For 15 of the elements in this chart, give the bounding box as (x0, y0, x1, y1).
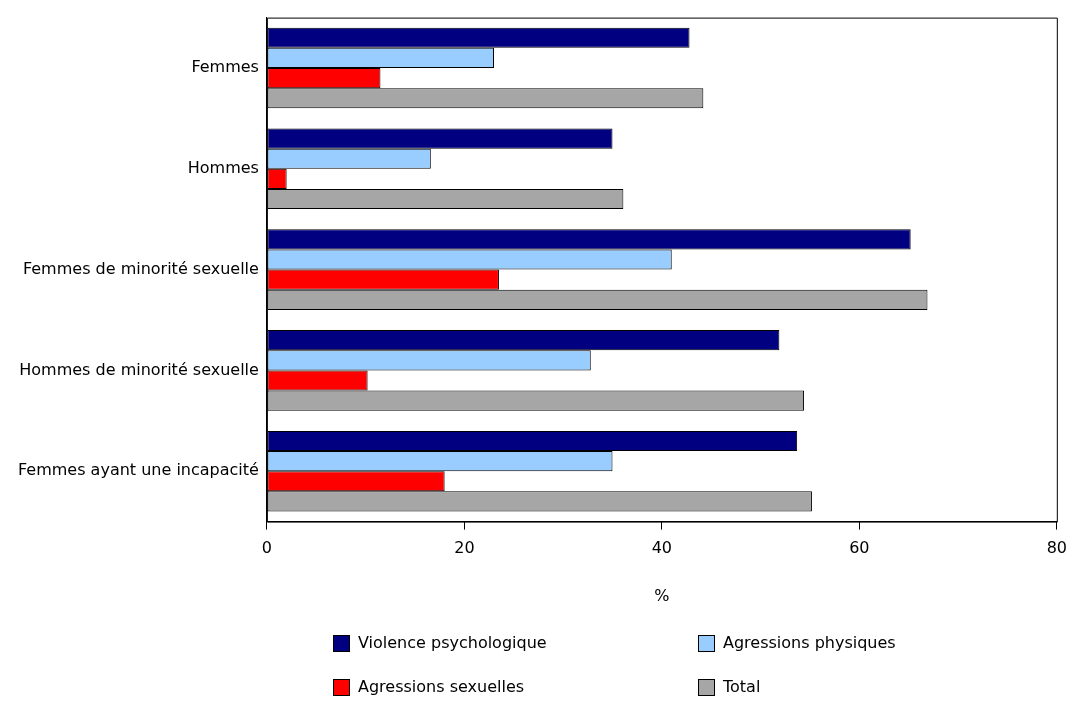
x-axis-title: % (654, 585, 670, 605)
legend-label: Violence psychologique (358, 632, 547, 654)
y-tick-label: Femmes ayant une incapacité (18, 460, 259, 480)
x-tick-label: 20 (454, 538, 475, 558)
y-tick-label: Femmes (191, 57, 259, 77)
legend-label: Total (723, 676, 761, 698)
x-tick-label: 0 (261, 538, 272, 558)
x-tick-label: 40 (651, 538, 673, 558)
legend-label: Agressions sexuelles (358, 676, 525, 698)
y-tick-label: Hommes (187, 157, 259, 177)
legend-label: Agressions physiques (723, 632, 896, 654)
x-tick-label: 80 (1046, 538, 1067, 558)
y-tick-label: Femmes de minorité sexuelle (22, 258, 259, 278)
y-tick-label: Hommes de minorité sexuelle (19, 359, 259, 379)
x-tick-label: 60 (849, 538, 870, 558)
